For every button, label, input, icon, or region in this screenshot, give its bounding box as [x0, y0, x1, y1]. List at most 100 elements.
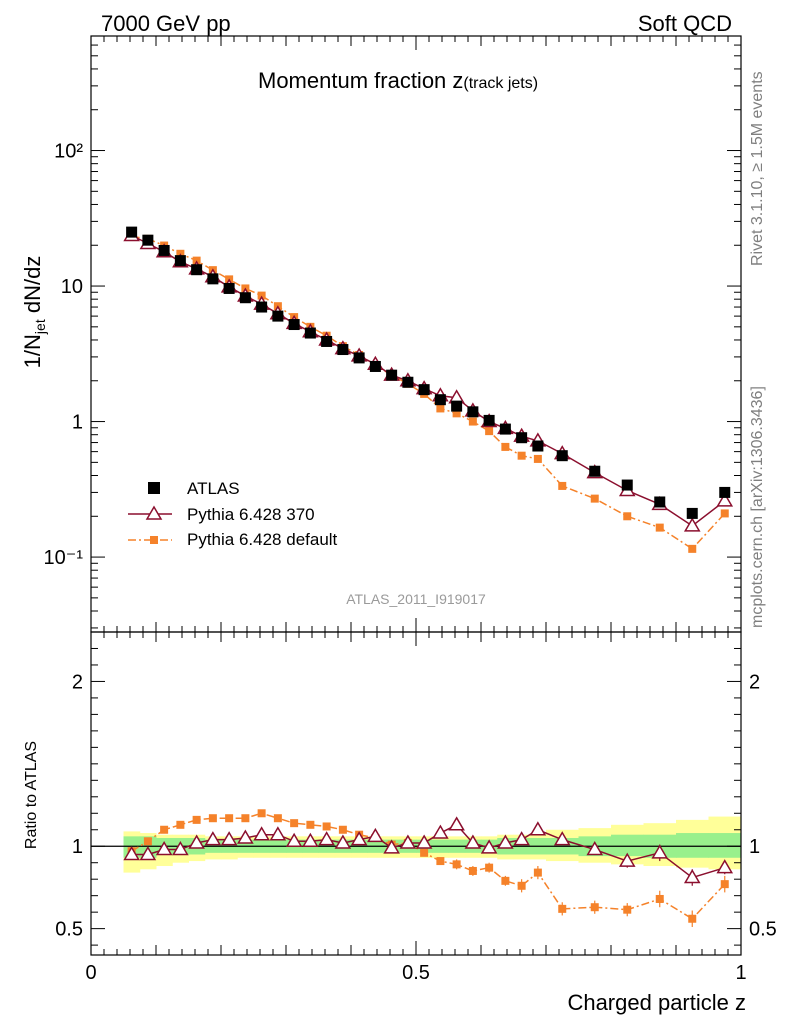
- mcplots-label: mcplots.cern.ch [arXiv:1306.3436]: [749, 386, 766, 628]
- legend-pythia-default-marker: [150, 536, 158, 544]
- ratio-point-pythia-default: [290, 819, 299, 828]
- point-atlas: [556, 450, 568, 462]
- legend-pythia-default-label: Pythia 6.428 default: [187, 530, 338, 549]
- point-atlas: [499, 423, 511, 435]
- main-plot: [123, 226, 734, 553]
- ratio-point-pythia-370: [172, 841, 189, 856]
- ratio-band-inner: [708, 833, 742, 858]
- point-atlas: [451, 400, 463, 412]
- main-y-tick-label: 10: [61, 276, 83, 298]
- ratio-point-pythia-default: [241, 814, 250, 823]
- ratio-point-pythia-370: [586, 841, 604, 856]
- point-atlas: [158, 244, 170, 256]
- point-atlas: [321, 335, 333, 347]
- main-y-label-main: 1/N: [20, 334, 45, 368]
- x-axis-title: Charged particle z: [567, 990, 746, 1015]
- ratio-point-pythia-default: [306, 820, 315, 829]
- point-pythia-default: [655, 523, 664, 532]
- ratio-point-pythia-370: [497, 834, 514, 849]
- ratio-point-pythia-default: [192, 815, 201, 824]
- legend-pythia-default: Pythia 6.428 default: [128, 530, 338, 549]
- point-atlas: [126, 226, 138, 238]
- legend: ATLAS Pythia 6.428 370 Pythia 6.428 defa…: [128, 479, 338, 549]
- point-atlas: [207, 273, 219, 285]
- ratio-point-pythia-default: [176, 820, 185, 829]
- ratio-point-pythia-default: [485, 863, 494, 872]
- point-atlas: [272, 310, 284, 322]
- point-pythia-370: [716, 492, 734, 507]
- point-atlas: [288, 319, 300, 331]
- point-pythia-default: [533, 454, 542, 463]
- ratio-point-pythia-370: [318, 831, 335, 846]
- ratio-point-pythia-default: [558, 904, 567, 913]
- point-pythia-370: [683, 517, 701, 532]
- analysis-label: ATLAS_2011_I919017: [346, 591, 486, 607]
- point-pythia-default: [452, 409, 461, 418]
- ratio-point-pythia-370: [480, 839, 498, 854]
- ratio-point-pythia-default: [688, 914, 697, 923]
- ratio-point-pythia-370: [399, 834, 417, 849]
- point-atlas: [256, 301, 268, 313]
- ratio-point-pythia-default: [501, 876, 510, 885]
- ratio-point-pythia-370: [432, 824, 449, 839]
- main-y-label-sub: jet: [32, 319, 48, 335]
- ratio-point-pythia-default: [533, 868, 542, 877]
- ratio-y-tick-label-right: 1: [749, 836, 760, 858]
- point-atlas: [719, 486, 731, 498]
- point-pythia-default: [558, 481, 567, 490]
- ratio-point-pythia-370: [618, 852, 636, 867]
- ratio-point-pythia-default: [273, 814, 282, 823]
- point-atlas: [142, 234, 154, 246]
- ratio-point-pythia-default: [225, 814, 234, 823]
- ratio-frame: [90, 631, 742, 956]
- main-y-tick-label: 10⁻¹: [44, 547, 84, 569]
- ratio-point-pythia-370: [334, 834, 352, 849]
- ratio-y-tick-label-right: 2: [749, 671, 760, 693]
- ratio-point-pythia-370: [155, 841, 173, 856]
- point-atlas: [369, 360, 381, 372]
- point-pythia-default: [517, 451, 526, 460]
- ratio-point-pythia-default: [322, 822, 331, 831]
- ratio-point-pythia-370: [651, 844, 669, 859]
- ratio-point-pythia-370: [253, 826, 270, 841]
- ratio-point-pythia-370: [683, 869, 701, 884]
- header-left: 7000 GeV pp: [101, 11, 231, 36]
- ratio-y-tick-label-left: 0.5: [55, 919, 83, 941]
- ratio-point-pythia-370: [123, 845, 140, 861]
- point-pythia-default: [688, 544, 697, 553]
- point-atlas: [304, 327, 316, 339]
- point-atlas: [532, 440, 544, 452]
- ratio-point-pythia-370: [269, 826, 287, 841]
- point-atlas: [174, 255, 186, 267]
- ratio-band-inner: [676, 833, 709, 858]
- ratio-y-tick-label-left: 1: [72, 836, 83, 858]
- ratio-point-pythia-370: [553, 831, 571, 846]
- ratio-point-pythia-default: [720, 880, 729, 889]
- ratio-point-pythia-370: [204, 831, 222, 846]
- ratio-point-pythia-default: [452, 860, 461, 869]
- ratio-point-pythia-default: [208, 814, 217, 823]
- ratio-y-tick-label-right: 0.5: [749, 919, 777, 941]
- ratio-point-pythia-370: [448, 816, 465, 831]
- ratio-y-tick-label-left: 2: [72, 671, 83, 693]
- main-title: Momentum fraction z(track jets): [258, 68, 538, 93]
- main-y-label-rest: dN/dz: [20, 256, 45, 320]
- ratio-point-pythia-370: [220, 831, 238, 846]
- point-atlas: [239, 292, 251, 304]
- point-pythia-default: [720, 509, 729, 518]
- point-atlas: [191, 264, 203, 276]
- x-tick-label: 0: [85, 962, 96, 984]
- ratio-point-pythia-370: [383, 839, 400, 854]
- point-pythia-default: [436, 404, 445, 413]
- point-pythia-default: [257, 291, 266, 300]
- point-atlas: [589, 465, 601, 477]
- legend-atlas: ATLAS: [148, 479, 240, 498]
- point-pythia-default: [501, 442, 510, 451]
- main-y-tick-label: 1: [72, 412, 83, 434]
- ratio-y-label: Ratio to ATLAS: [23, 741, 40, 849]
- ratio-point-pythia-370: [237, 829, 254, 844]
- legend-atlas-label: ATLAS: [187, 479, 240, 498]
- ratio-point-pythia-default: [257, 809, 266, 818]
